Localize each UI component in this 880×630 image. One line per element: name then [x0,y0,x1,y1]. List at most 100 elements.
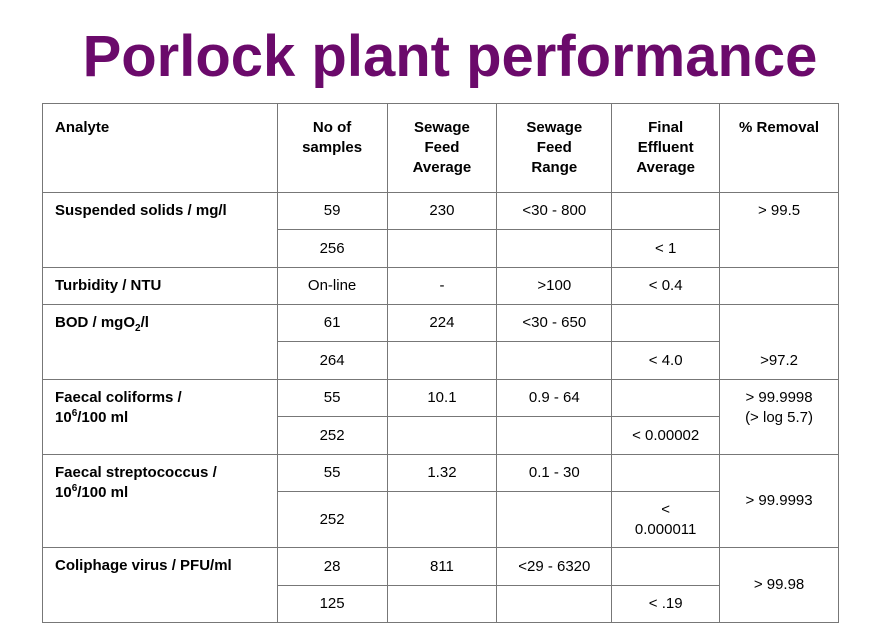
analyte-text: /100 ml [77,409,129,426]
removal [719,267,839,305]
effluent-text: < 0.00002 [632,426,700,444]
samples: 256 [276,229,388,268]
effluent-text: < [661,500,671,518]
analyte: Turbidity / NTU [42,267,278,305]
effluent-average [611,379,721,417]
removal: > 99.5 [719,192,839,268]
feed-range: <30 - 650 [496,304,613,342]
removal: > 99.9993 [719,454,839,548]
analyte-superscript: 6 [71,408,78,419]
header-text: Feed [536,139,572,156]
removal-text: (> log 5.7) [745,409,814,426]
effluent-average: <0.000011 [611,491,721,548]
samples: 59 [276,192,388,230]
removal-text: > 99.9993 [745,492,813,509]
removal-text: >97.2 [760,352,799,369]
feed-average: 230 [386,192,498,230]
header-text: % Removal [739,119,820,136]
effluent-text: < .19 [648,595,683,612]
header-text: Average [636,159,695,176]
feed-range [496,585,613,623]
analyte-text: 10 [55,484,72,501]
removal-text: > 99.9998 [745,389,813,406]
samples: 125 [276,585,388,623]
header-text: Feed [424,139,460,156]
samples: 61 [276,304,388,342]
header-row: Analyte No of samples Sewage Feed Average S… [42,103,839,193]
feed-range [496,229,613,268]
effluent-text: 0.000011 [634,520,697,538]
header-cell: Sewage Feed Average [386,103,498,193]
feed-average: 10.1 [386,379,498,417]
effluent-average: < .19 [611,585,721,623]
effluent-text: < 0.4 [648,277,683,294]
feed-average [386,491,498,548]
feed-average: 811 [386,547,498,586]
feed-average [386,416,498,455]
header-cell: Analyte [42,103,278,193]
analyte-text: Suspended solids / mg/l [55,202,227,219]
header-text: Analyte [55,119,110,136]
header-text: Sewage [414,119,470,136]
header-text: Sewage [526,119,583,136]
analyte-superscript: 6 [71,483,78,494]
removal: > 99.9998 (> log 5.7) [719,379,839,455]
feed-range: 0.9 - 64 [496,379,613,417]
feed-average [386,341,498,380]
samples: 252 [276,416,388,455]
samples: 55 [276,379,388,417]
performance-table: Analyte No of samples Sewage Feed Average S… [42,103,839,623]
analyte-text: /100 ml [77,484,129,501]
feed-range: 0.1 - 30 [496,454,613,492]
removal: >97.2 [719,304,839,380]
feed-range: >100 [496,267,613,305]
samples: 28 [276,547,388,586]
feed-range [496,491,613,548]
analyte: Faecal streptococcus / 106/100 ml [42,454,278,548]
analyte: Coliphage virus / PFU/ml [42,547,278,623]
analyte: Faecal coliforms / 106/100 ml [42,379,278,455]
header-text: samples [302,139,363,156]
analyte-text: /l [140,314,149,331]
analyte-text: Faecal coliforms / [55,389,182,406]
feed-range [496,416,613,455]
effluent-average [611,547,721,586]
effluent-average: < 4.0 [611,341,721,380]
analyte-text: Faecal streptococcus / [55,464,217,481]
header-text: No of [312,119,352,136]
analyte-text: BOD / mgO [55,314,136,331]
feed-range: <30 - 800 [496,192,613,230]
header-text: Average [412,159,472,176]
title: Porlock plant performance [82,24,818,89]
removal: > 99.98 [719,547,839,623]
analyte-text: 10 [55,409,72,426]
header-text: Range [531,159,578,176]
analyte-subscript: 2 [135,323,141,334]
feed-average [386,229,498,268]
effluent-average [611,454,721,492]
analyte: BOD / mgO2/l [42,304,278,380]
feed-range [496,341,613,380]
feed-average: 224 [386,304,498,342]
samples: 264 [276,341,388,380]
feed-average [386,585,498,623]
feed-average: 1.32 [386,454,498,492]
removal-text: > 99.98 [753,576,805,593]
samples: 55 [276,454,388,492]
analyte: Suspended solids / mg/l [42,192,278,268]
effluent-average: < 1 [611,229,721,268]
header-cell: No of samples [276,103,388,193]
samples: 252 [276,491,388,548]
effluent-text: < 1 [655,239,677,257]
effluent-average [611,192,721,230]
analyte-text: Turbidity / NTU [55,277,162,294]
effluent-average: < 0.00002 [611,416,721,455]
removal-text: > 99.5 [757,202,801,219]
effluent-average: < 0.4 [611,267,721,305]
header-cell: Sewage Feed Range [496,103,613,193]
header-text: Final [648,119,684,136]
header-text: Effluent [637,139,694,156]
feed-average: - [386,267,498,305]
feed-range: <29 - 6320 [496,547,613,586]
